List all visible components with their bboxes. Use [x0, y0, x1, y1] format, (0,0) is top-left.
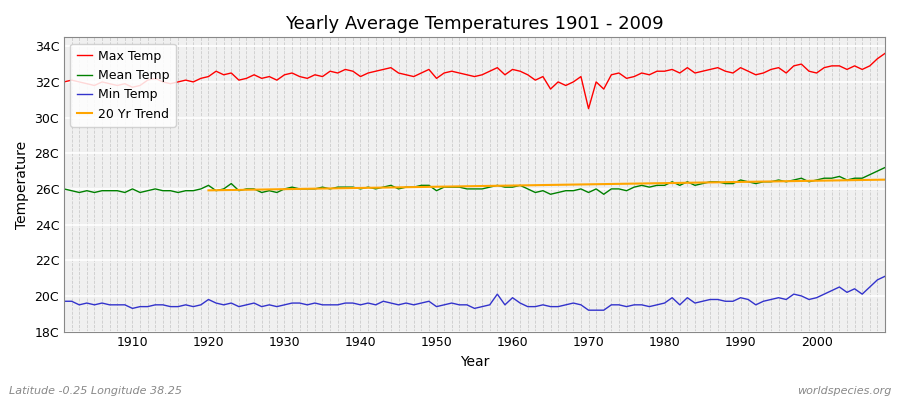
Line: Max Temp: Max Temp [64, 53, 885, 109]
Mean Temp [879, 165, 890, 170]
20 Yr Trend [294, 186, 305, 191]
Min Temp [58, 299, 69, 304]
Max Temp [507, 67, 517, 72]
Mean Temp [500, 185, 510, 190]
Mean Temp [332, 185, 343, 190]
Min Temp [332, 302, 343, 307]
Mean Temp [120, 190, 130, 195]
Min Temp [120, 302, 130, 307]
Text: worldspecies.org: worldspecies.org [796, 386, 891, 396]
Min Temp [879, 274, 890, 279]
20 Yr Trend [850, 178, 860, 182]
20 Yr Trend [879, 177, 890, 182]
Title: Yearly Average Temperatures 1901 - 2009: Yearly Average Temperatures 1901 - 2009 [285, 15, 664, 33]
Line: Min Temp: Min Temp [64, 276, 885, 310]
Mean Temp [545, 192, 556, 197]
Line: 20 Yr Trend: 20 Yr Trend [209, 180, 885, 190]
Line: Mean Temp: Mean Temp [64, 168, 885, 194]
Max Temp [287, 71, 298, 76]
Max Temp [583, 106, 594, 111]
20 Yr Trend [674, 180, 685, 185]
Min Temp [500, 302, 510, 307]
20 Yr Trend [766, 179, 777, 184]
Min Temp [606, 302, 616, 307]
Max Temp [879, 51, 890, 56]
Text: Latitude -0.25 Longitude 38.25: Latitude -0.25 Longitude 38.25 [9, 386, 182, 396]
Max Temp [606, 72, 616, 77]
Max Temp [58, 80, 69, 84]
Min Temp [287, 301, 298, 306]
20 Yr Trend [409, 185, 419, 190]
20 Yr Trend [781, 179, 792, 184]
Max Temp [500, 72, 510, 77]
Mean Temp [606, 186, 616, 191]
Legend: Max Temp, Mean Temp, Min Temp, 20 Yr Trend: Max Temp, Mean Temp, Min Temp, 20 Yr Tre… [70, 44, 176, 127]
Max Temp [120, 81, 130, 86]
X-axis label: Year: Year [460, 355, 490, 369]
Mean Temp [58, 186, 69, 191]
Mean Temp [507, 185, 517, 190]
Mean Temp [287, 185, 298, 190]
Max Temp [332, 71, 343, 76]
Min Temp [507, 295, 517, 300]
Y-axis label: Temperature: Temperature [15, 140, 29, 228]
Min Temp [583, 308, 594, 312]
20 Yr Trend [203, 188, 214, 193]
